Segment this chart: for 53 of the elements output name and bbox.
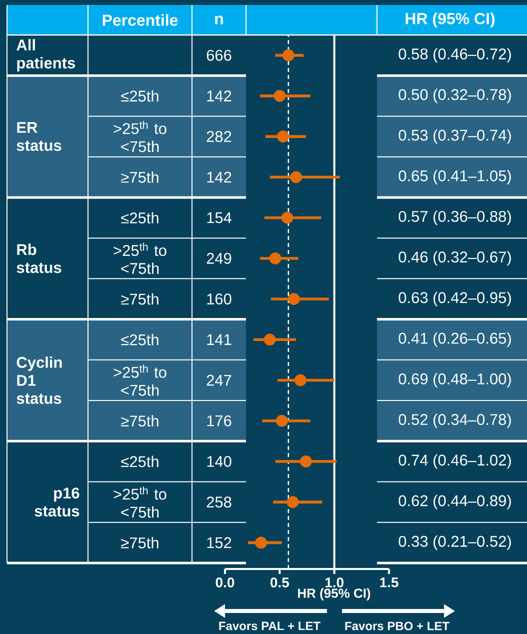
text: All patients <box>16 39 75 72</box>
y-tick-label: >25$^{th}$ to <75th <box>114 486 166 518</box>
x-tick-label: 0.5 <box>270 578 289 588</box>
annotation: 154 <box>207 212 232 224</box>
y-tick-label: ≥75th <box>121 171 158 183</box>
text: n <box>215 16 223 24</box>
y-tick-label: ≥75th <box>121 536 158 548</box>
data-label: 0.33 (0.21–0.52) <box>398 535 511 550</box>
y-tick-label: >25$^{th}$ to <75th <box>114 242 166 274</box>
y-tick-label: ≥75th <box>121 293 158 305</box>
data-label: 0.74 (0.46–1.02) <box>398 454 511 469</box>
x-tick-label: 0.0 <box>216 578 234 588</box>
x-axis-title: HR (95% CI) <box>298 588 370 600</box>
data-label: 0.63 (0.42–0.95) <box>398 292 511 306</box>
annotation: 176 <box>207 415 232 426</box>
data-label: 0.65 (0.41–1.05) <box>398 170 511 184</box>
y-tick-label: ≤25th <box>121 212 158 224</box>
text: Favors PAL + LET <box>219 622 320 630</box>
y-tick-label: >25$^{th}$ to <75th <box>114 120 166 152</box>
x-tick-label: 1.0 <box>325 578 344 588</box>
y-tick-label: ≤25th <box>121 90 158 102</box>
data-label: 0.58 (0.46–0.72) <box>398 48 511 63</box>
text: Rb status <box>16 244 62 274</box>
annotation: 140 <box>207 456 232 467</box>
annotation: 142 <box>207 172 232 183</box>
annotation: 258 <box>206 496 232 508</box>
data-label: 0.69 (0.48–1.00) <box>398 373 511 388</box>
y-tick-label: ≤25th <box>121 456 158 468</box>
data-label: 0.52 (0.34–0.78) <box>398 414 511 428</box>
annotation: 152 <box>207 537 232 548</box>
data-label: 0.41 (0.26–0.65) <box>398 332 511 347</box>
annotation: 160 <box>207 294 232 304</box>
data-label: 0.46 (0.32–0.67) <box>398 251 511 266</box>
annotation: 249 <box>206 252 232 264</box>
y-tick-label: ≤25th <box>121 334 158 346</box>
y-tick-label: >25$^{th}$ to <75th <box>114 364 166 396</box>
text: Cyclin D1 status <box>16 356 62 404</box>
x-tick-label: 1.5 <box>380 578 398 588</box>
annotation: 142 <box>207 90 232 102</box>
data-label: 0.57 (0.36–0.88) <box>398 210 511 225</box>
text: Percentile <box>102 14 178 26</box>
data-label: 0.50 (0.32–0.78) <box>398 88 511 104</box>
data-label: 0.53 (0.37–0.74) <box>398 129 511 144</box>
annotation: 141 <box>207 334 232 345</box>
text: HR (95% CI) <box>406 12 495 28</box>
text: Favors PBO + LET <box>345 622 450 630</box>
text: p16 status <box>34 488 80 517</box>
annotation: 282 <box>206 131 232 142</box>
y-tick-label: ≥75th <box>121 415 158 427</box>
annotation: 247 <box>206 374 232 386</box>
data-label: 0.62 (0.44–0.89) <box>398 494 511 510</box>
text: ER status <box>16 122 62 151</box>
annotation: 666 <box>206 50 232 61</box>
